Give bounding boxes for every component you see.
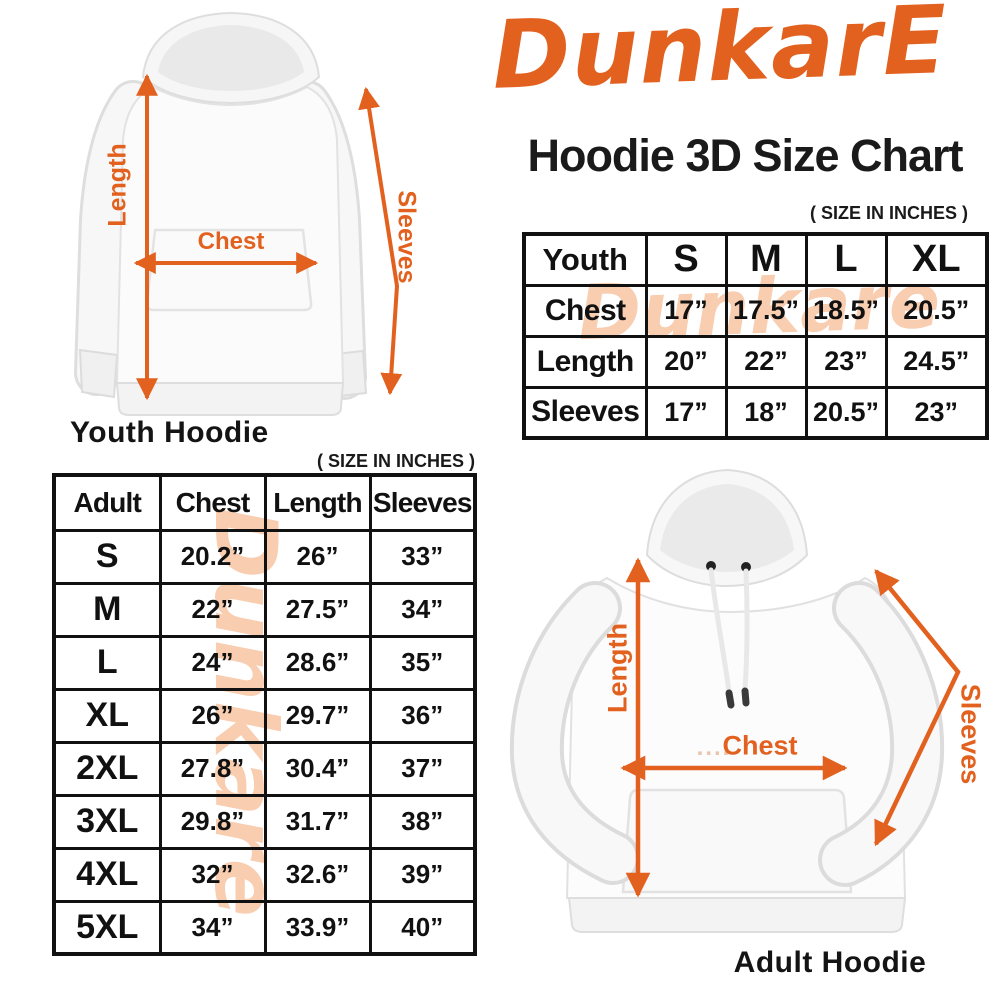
table-row: Chest 17” 17.5” 18.5” 20.5” (522, 283, 989, 338)
adult-table-header-row: Adult Chest Length Sleeves (52, 473, 477, 532)
size-value: 22” (724, 334, 808, 389)
size-value: 32” (158, 846, 267, 903)
youth-size-table: Youth S M L XL Chest 17” 17.5” 18.5” 20.… (522, 232, 989, 440)
size-value: 29.8” (158, 793, 267, 850)
table-row: L 24” 28.6” 35” (52, 634, 477, 691)
size-value: 20.5” (804, 385, 888, 440)
youth-size-note: ( SIZE IN INCHES ) (809, 203, 968, 223)
adult-caption: Adult Hoodie (733, 946, 927, 979)
row-label: M (52, 581, 162, 638)
size-value: 28.6” (263, 634, 372, 691)
size-value: 40” (368, 899, 477, 956)
row-label: Sleeves (522, 385, 648, 440)
row-label: 4XL (52, 846, 162, 903)
header-cell: L (804, 232, 888, 287)
youth-length-label: Length (103, 143, 132, 227)
youth-sleeves-label: Sleeves (392, 190, 421, 284)
adult-size-table: Adult Chest Length Sleeves S 20.2” 26” 3… (52, 473, 477, 956)
adult-hoodie-image (509, 468, 945, 933)
table-row: 5XL 34” 33.9” 40” (52, 899, 477, 956)
table-row: S 20.2” 26” 33” (52, 528, 477, 585)
brand-logo: DunkarE (490, 0, 950, 111)
row-label: XL (52, 687, 162, 744)
size-value: 17” (644, 385, 728, 440)
size-value: 36” (368, 687, 477, 744)
row-label: 2XL (52, 740, 162, 797)
size-value: 22” (158, 581, 267, 638)
size-value: 30.4” (263, 740, 372, 797)
row-label: Length (522, 334, 648, 389)
size-value: 18.5” (804, 283, 888, 338)
header-cell: Length (263, 473, 372, 532)
size-value: 26” (263, 528, 372, 585)
size-value: 37” (368, 740, 477, 797)
adult-size-note: ( SIZE IN INCHES ) (316, 451, 475, 471)
adult-length-label: Length (602, 623, 633, 713)
table-row: M 22” 27.5” 34” (52, 581, 477, 638)
size-value: 34” (368, 581, 477, 638)
header-cell: Youth (522, 232, 648, 287)
header-cell: Chest (158, 473, 267, 532)
size-value: 20.5” (884, 283, 989, 338)
size-value: 23” (884, 385, 989, 440)
row-label: L (52, 634, 162, 691)
table-row: 4XL 32” 32.6” 39” (52, 846, 477, 903)
size-value: 32.6” (263, 846, 372, 903)
row-label: 3XL (52, 793, 162, 850)
size-value: 17” (644, 283, 728, 338)
adult-sleeves-label: Sleeves (955, 683, 986, 785)
size-value: 23” (804, 334, 888, 389)
table-row: 2XL 27.8” 30.4” 37” (52, 740, 477, 797)
header-cell: S (644, 232, 728, 287)
size-value: 20.2” (158, 528, 267, 585)
table-row: 3XL 29.8” 31.7” 38” (52, 793, 477, 850)
size-value: 17.5” (724, 283, 808, 338)
youth-hoodie-image (74, 11, 368, 416)
size-value: 34” (158, 899, 267, 956)
size-value: 24” (158, 634, 267, 691)
header-cell: XL (884, 232, 989, 287)
size-value: 24.5” (884, 334, 989, 389)
table-row: Sleeves 17” 18” 20.5” 23” (522, 385, 989, 440)
size-value: 33.9” (263, 899, 372, 956)
size-value: 27.5” (263, 581, 372, 638)
size-value: 29.7” (263, 687, 372, 744)
header-cell: M (724, 232, 808, 287)
size-value: 33” (368, 528, 477, 585)
table-row: XL 26” 29.7” 36” (52, 687, 477, 744)
table-row: Length 20” 22” 23” 24.5” (522, 334, 989, 389)
youth-table-header-row: Youth S M L XL (522, 232, 989, 287)
size-value: 20” (644, 334, 728, 389)
row-label: S (52, 528, 162, 585)
adult-chest-label: Chest (722, 730, 798, 761)
youth-caption: Youth Hoodie (70, 416, 269, 449)
header-cell: Sleeves (368, 473, 477, 532)
size-value: 27.8” (158, 740, 267, 797)
youth-chest-label: Chest (197, 228, 265, 255)
row-label: 5XL (52, 899, 162, 956)
size-value: 39” (368, 846, 477, 903)
header-cell: Adult (52, 473, 162, 532)
size-value: 38” (368, 793, 477, 850)
row-label: Chest (522, 283, 648, 338)
size-value: 18” (724, 385, 808, 440)
page-title: Hoodie 3D Size Chart (527, 130, 963, 181)
size-value: 35” (368, 634, 477, 691)
size-value: 31.7” (263, 793, 372, 850)
size-value: 26” (158, 687, 267, 744)
